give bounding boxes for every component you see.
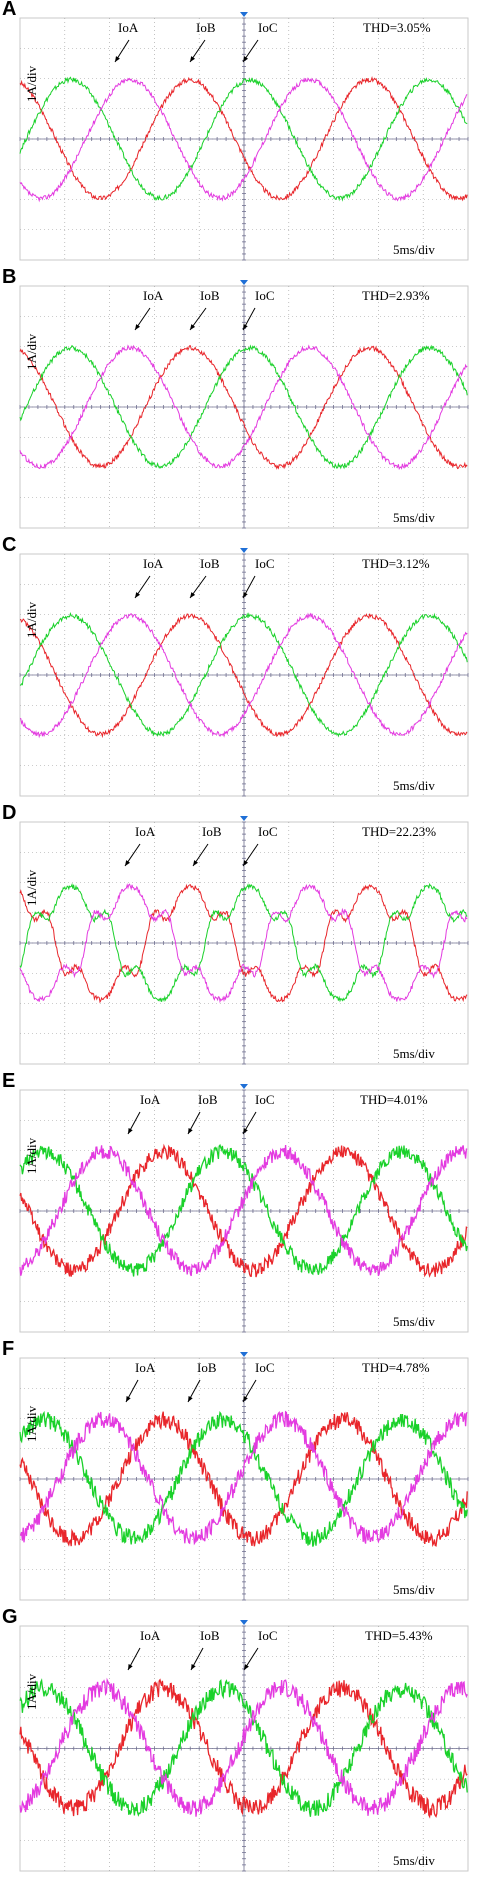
series-label-ioa: IoA bbox=[135, 824, 156, 839]
x-scale-label: 5ms/div bbox=[393, 1046, 435, 1061]
scope-chart: IoA IoB IoC THD=5.43% 1A/div 5ms/div bbox=[19, 1620, 469, 1872]
x-scale-label: 5ms/div bbox=[393, 1582, 435, 1597]
scope-chart: IoA IoB IoC THD=3.05% 1A/div 5ms/div bbox=[19, 12, 469, 261]
trigger-marker-icon bbox=[240, 12, 248, 17]
trace-ioc bbox=[19, 612, 468, 739]
x-scale-label: 5ms/div bbox=[393, 778, 435, 793]
series-label-ioc: IoC bbox=[255, 288, 275, 303]
trace-ioc bbox=[19, 1144, 468, 1277]
thd-label: THD=3.12% bbox=[362, 556, 430, 571]
panel-letter: G bbox=[2, 1606, 18, 1628]
trace-ioa bbox=[19, 613, 468, 739]
y-scale-label: 1A/div bbox=[24, 333, 39, 370]
trace-iob bbox=[19, 344, 468, 470]
series-label-ioa: IoA bbox=[140, 1628, 161, 1643]
series-label-ioa: IoA bbox=[143, 288, 164, 303]
series-label-iob: IoB bbox=[200, 288, 220, 303]
trace-iob bbox=[19, 76, 468, 202]
x-scale-label: 5ms/div bbox=[393, 242, 435, 257]
panel-b: B IoA IoB IoC THD=2.93% 1A/div 5ms/div bbox=[0, 266, 480, 536]
panel-letter: C bbox=[2, 534, 17, 556]
series-label-iob: IoB bbox=[202, 824, 222, 839]
series-label-ioa: IoA bbox=[135, 1360, 156, 1375]
panel-letter: A bbox=[2, 0, 17, 20]
series-label-iob: IoB bbox=[198, 1092, 218, 1107]
scope-chart: IoA IoB IoC THD=3.12% 1A/div 5ms/div bbox=[19, 548, 469, 797]
trace-ioc bbox=[19, 1677, 468, 1817]
trace-iob bbox=[19, 1410, 468, 1547]
trace-ioc bbox=[19, 882, 468, 1004]
series-label-ioa: IoA bbox=[143, 556, 164, 571]
panel-c: C IoA IoB IoC THD=3.12% 1A/div 5ms/div bbox=[0, 534, 480, 804]
series-label-iob: IoB bbox=[200, 1628, 220, 1643]
scope-chart: IoA IoB IoC THD=4.01% 1A/div 5ms/div bbox=[19, 1084, 469, 1333]
trace-iob bbox=[19, 612, 468, 738]
panel-letter: D bbox=[2, 802, 17, 824]
y-scale-label: 1A/div bbox=[24, 601, 39, 638]
x-scale-label: 5ms/div bbox=[393, 1314, 435, 1329]
series-label-ioc: IoC bbox=[258, 1628, 278, 1643]
series-label-iob: IoB bbox=[200, 556, 220, 571]
trace-iob bbox=[19, 882, 468, 1003]
thd-label: THD=4.78% bbox=[362, 1360, 430, 1375]
y-scale-label: 1A/div bbox=[24, 1137, 39, 1174]
series-label-ioa: IoA bbox=[140, 1092, 161, 1107]
series-label-iob: IoB bbox=[197, 1360, 217, 1375]
trace-ioa bbox=[19, 345, 468, 470]
trace-ioc bbox=[19, 77, 468, 203]
panel-letter: E bbox=[2, 1070, 16, 1092]
series-label-ioc: IoC bbox=[255, 556, 275, 571]
panel-letter: B bbox=[2, 266, 17, 288]
scope-chart: IoA IoB IoC THD=2.93% 1A/div 5ms/div bbox=[19, 280, 469, 529]
trigger-marker-icon bbox=[240, 1620, 248, 1625]
trigger-marker-icon bbox=[240, 1352, 248, 1357]
x-scale-label: 5ms/div bbox=[393, 510, 435, 525]
trace-ioc bbox=[19, 1410, 468, 1546]
thd-label: THD=4.01% bbox=[360, 1092, 428, 1107]
trace-ioc bbox=[19, 344, 468, 471]
panel-d: D IoA IoB IoC THD=22.23% 1A/div 5ms/div bbox=[0, 802, 480, 1072]
series-label-ioc: IoC bbox=[258, 20, 278, 35]
panel-a: A IoA IoB IoC THD=3.05% 1A/div 5ms/div bbox=[0, 0, 480, 268]
scope-chart: IoA IoB IoC THD=22.23% 1A/div 5ms/div bbox=[19, 816, 469, 1065]
y-scale-label: 1A/div bbox=[24, 1673, 39, 1710]
trace-ioa bbox=[19, 1143, 468, 1278]
center-axes bbox=[19, 1625, 469, 1872]
series-label-iob: IoB bbox=[196, 20, 216, 35]
y-scale-label: 1A/div bbox=[24, 869, 39, 906]
thd-label: THD=5.43% bbox=[365, 1628, 433, 1643]
panel-letter: F bbox=[2, 1338, 15, 1360]
thd-label: THD=2.93% bbox=[362, 288, 430, 303]
trigger-marker-icon bbox=[240, 548, 248, 553]
trace-ioa bbox=[19, 76, 468, 202]
series-label-ioc: IoC bbox=[258, 824, 278, 839]
panel-g: G IoA IoB IoC THD=5.43% 1A/div 5ms/div bbox=[0, 1606, 480, 1879]
series-label-ioc: IoC bbox=[255, 1092, 275, 1107]
trace-ioa bbox=[19, 1678, 468, 1819]
x-scale-label: 5ms/div bbox=[393, 1853, 435, 1868]
trace-iob bbox=[19, 1678, 468, 1817]
y-scale-label: 1A/div bbox=[24, 1405, 39, 1442]
trigger-marker-icon bbox=[240, 816, 248, 821]
y-scale-label: 1A/div bbox=[24, 65, 39, 102]
scope-chart: IoA IoB IoC THD=4.78% 1A/div 5ms/div bbox=[19, 1352, 469, 1601]
panel-f: F IoA IoB IoC THD=4.78% 1A/div 5ms/div bbox=[0, 1338, 480, 1608]
series-label-ioc: IoC bbox=[255, 1360, 275, 1375]
series-label-ioa: IoA bbox=[118, 20, 139, 35]
trace-ioa bbox=[19, 883, 468, 1004]
trace-ioa bbox=[19, 1411, 468, 1548]
panel-e: E IoA IoB IoC THD=4.01% 1A/div 5ms/div bbox=[0, 1070, 480, 1340]
thd-label: THD=3.05% bbox=[363, 20, 431, 35]
trigger-marker-icon bbox=[240, 280, 248, 285]
thd-label: THD=22.23% bbox=[362, 824, 436, 839]
trace-iob bbox=[19, 1143, 468, 1277]
center-axes bbox=[19, 553, 469, 797]
trigger-marker-icon bbox=[240, 1084, 248, 1089]
